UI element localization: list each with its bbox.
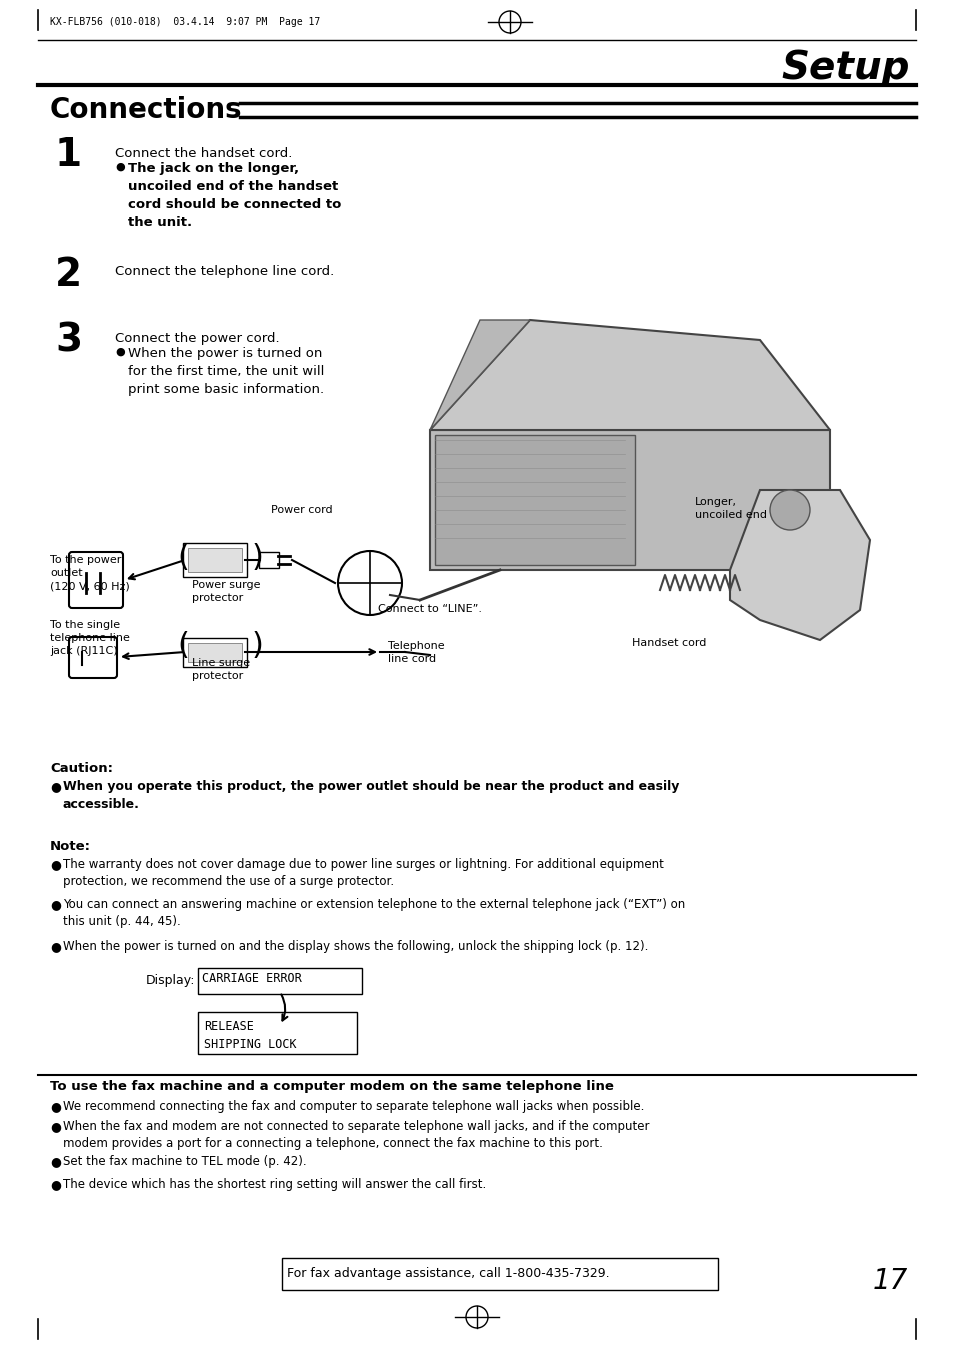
- Text: 2: 2: [55, 256, 82, 294]
- Text: To the single
telephone line
jack (RJ11C): To the single telephone line jack (RJ11C…: [50, 621, 130, 657]
- Text: RELEASE
SHIPPING LOCK: RELEASE SHIPPING LOCK: [204, 1020, 296, 1051]
- Text: Connect the power cord.: Connect the power cord.: [115, 332, 279, 345]
- Text: ●: ●: [50, 1178, 61, 1191]
- Text: Connections: Connections: [50, 96, 242, 124]
- Text: Connect the handset cord.: Connect the handset cord.: [115, 147, 292, 161]
- Text: ): ): [252, 630, 264, 660]
- Text: Connect to “LINE”.: Connect to “LINE”.: [377, 604, 481, 614]
- Text: When the fax and modem are not connected to separate telephone wall jacks, and i: When the fax and modem are not connected…: [63, 1120, 649, 1149]
- Text: When the power is turned on
for the first time, the unit will
print some basic i: When the power is turned on for the firs…: [128, 347, 324, 397]
- FancyBboxPatch shape: [198, 969, 361, 994]
- Text: ): ): [252, 542, 264, 572]
- Text: Longer,
uncoiled end: Longer, uncoiled end: [695, 496, 766, 521]
- Text: Line surge
protector: Line surge protector: [192, 658, 250, 681]
- Text: You can connect an answering machine or extension telephone to the external tele: You can connect an answering machine or …: [63, 898, 684, 928]
- Text: Connect the telephone line cord.: Connect the telephone line cord.: [115, 264, 334, 278]
- Text: ●: ●: [50, 940, 61, 952]
- Text: Display:: Display:: [146, 974, 194, 987]
- Text: ●: ●: [50, 1099, 61, 1113]
- Text: ●: ●: [50, 898, 61, 911]
- Text: Handset cord: Handset cord: [631, 638, 705, 648]
- Text: ●: ●: [115, 347, 125, 357]
- Text: ●: ●: [50, 1155, 61, 1168]
- Text: Setup: Setup: [781, 49, 909, 86]
- Text: Telephone
line cord: Telephone line cord: [388, 641, 444, 664]
- FancyBboxPatch shape: [188, 548, 242, 572]
- FancyBboxPatch shape: [69, 552, 123, 608]
- FancyBboxPatch shape: [430, 430, 829, 571]
- FancyBboxPatch shape: [183, 638, 247, 666]
- Text: Caution:: Caution:: [50, 762, 112, 774]
- Circle shape: [337, 550, 401, 615]
- Text: The warranty does not cover damage due to power line surges or lightning. For ad: The warranty does not cover damage due t…: [63, 858, 663, 888]
- Text: To the power
outlet
(120 V, 60 Hz): To the power outlet (120 V, 60 Hz): [50, 554, 130, 591]
- Text: 1: 1: [55, 136, 82, 174]
- Text: (: (: [177, 542, 189, 572]
- Text: ●: ●: [50, 780, 61, 793]
- Polygon shape: [430, 320, 530, 430]
- Text: 17: 17: [871, 1267, 906, 1295]
- Polygon shape: [430, 320, 829, 430]
- Text: Power surge
protector: Power surge protector: [192, 580, 260, 603]
- Text: When you operate this product, the power outlet should be near the product and e: When you operate this product, the power…: [63, 780, 679, 811]
- FancyBboxPatch shape: [258, 552, 278, 568]
- FancyBboxPatch shape: [435, 434, 635, 565]
- Text: When the power is turned on and the display shows the following, unlock the ship: When the power is turned on and the disp…: [63, 940, 648, 952]
- FancyBboxPatch shape: [282, 1259, 718, 1290]
- FancyBboxPatch shape: [69, 637, 117, 679]
- Text: ●: ●: [50, 1120, 61, 1133]
- Text: The jack on the longer,
uncoiled end of the handset
cord should be connected to
: The jack on the longer, uncoiled end of …: [128, 162, 341, 229]
- Polygon shape: [729, 490, 869, 639]
- Text: The device which has the shortest ring setting will answer the call first.: The device which has the shortest ring s…: [63, 1178, 486, 1191]
- FancyBboxPatch shape: [183, 544, 247, 577]
- Text: ●: ●: [115, 162, 125, 173]
- Text: Power cord: Power cord: [271, 505, 333, 515]
- Circle shape: [769, 490, 809, 530]
- Text: For fax advantage assistance, call 1-800-435-7329.: For fax advantage assistance, call 1-800…: [287, 1267, 609, 1280]
- Text: To use the fax machine and a computer modem on the same telephone line: To use the fax machine and a computer mo…: [50, 1081, 613, 1093]
- FancyBboxPatch shape: [188, 643, 242, 662]
- Text: CARRIAGE ERROR: CARRIAGE ERROR: [202, 973, 301, 985]
- FancyBboxPatch shape: [198, 1012, 356, 1054]
- Text: ●: ●: [50, 858, 61, 871]
- Text: Set the fax machine to TEL mode (p. 42).: Set the fax machine to TEL mode (p. 42).: [63, 1155, 306, 1168]
- Text: We recommend connecting the fax and computer to separate telephone wall jacks wh: We recommend connecting the fax and comp…: [63, 1099, 643, 1113]
- Text: KX-FLB756 (010-018)  03.4.14  9:07 PM  Page 17: KX-FLB756 (010-018) 03.4.14 9:07 PM Page…: [50, 18, 320, 27]
- Text: 3: 3: [55, 321, 82, 359]
- Text: (: (: [177, 630, 189, 660]
- Text: Note:: Note:: [50, 840, 91, 853]
